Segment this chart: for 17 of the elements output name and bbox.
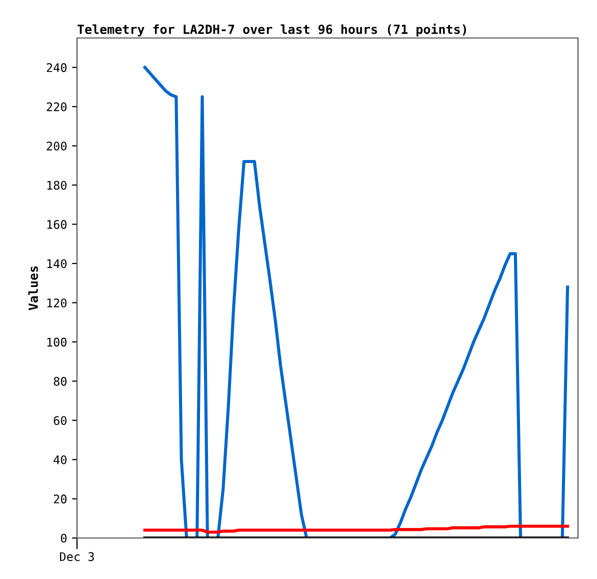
y-axis-title: Values xyxy=(28,266,38,310)
y-tick-label: 80 xyxy=(54,376,67,386)
y-tick-label: 200 xyxy=(46,142,67,151)
y-tick-label: 180 xyxy=(47,180,67,190)
y-tick-label: 160 xyxy=(47,220,67,229)
y-tick-label: 20 xyxy=(54,494,67,504)
y-tick-label: 40 xyxy=(54,455,67,464)
line-series xyxy=(143,66,570,538)
y-tick-label: 120 xyxy=(47,298,67,308)
chart-title: Telemetry for LA2DH-7 over last 96 hours (71 points) xyxy=(78,24,466,36)
y-tick-label: 100 xyxy=(47,338,67,347)
y-tick-label: 140 xyxy=(47,259,67,268)
y-tick-label: 0 xyxy=(60,534,67,543)
x-tick-label: Dec 3 xyxy=(60,552,94,562)
y-tick-label: 60 xyxy=(54,416,67,426)
y-tick-label: 240 xyxy=(46,63,67,72)
y-tick-label: 220 xyxy=(46,102,67,112)
